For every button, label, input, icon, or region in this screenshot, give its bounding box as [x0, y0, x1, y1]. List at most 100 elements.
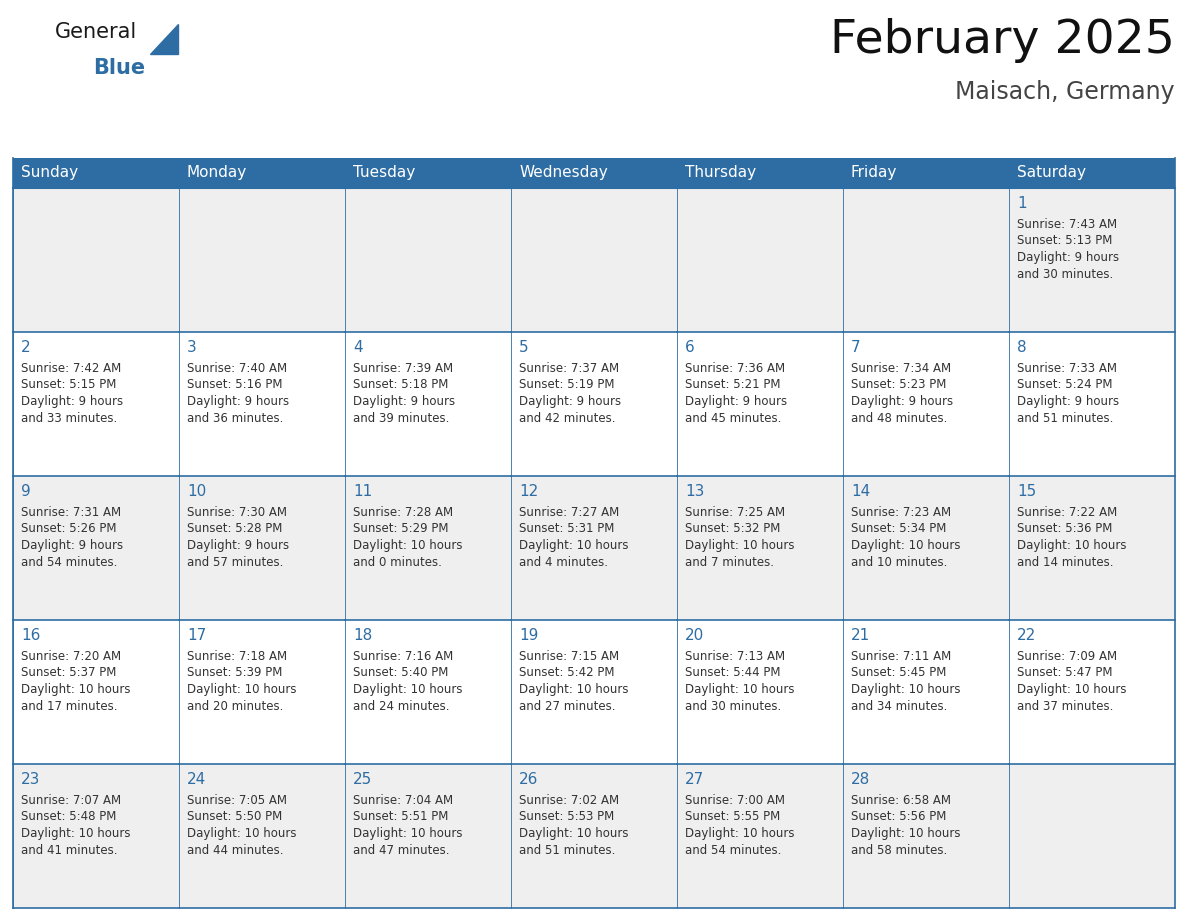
Text: Sunset: 5:32 PM: Sunset: 5:32 PM: [685, 522, 781, 535]
Text: Sunset: 5:34 PM: Sunset: 5:34 PM: [851, 522, 947, 535]
Text: Daylight: 10 hours: Daylight: 10 hours: [353, 827, 462, 840]
Text: and 20 minutes.: and 20 minutes.: [187, 700, 284, 712]
Bar: [1009, 476, 1175, 620]
Text: and 33 minutes.: and 33 minutes.: [21, 411, 118, 424]
Text: 20: 20: [685, 628, 704, 643]
Text: and 44 minutes.: and 44 minutes.: [187, 844, 284, 856]
Text: Sunset: 5:13 PM: Sunset: 5:13 PM: [1017, 234, 1112, 248]
Bar: [13, 620, 179, 764]
Text: and 45 minutes.: and 45 minutes.: [685, 411, 782, 424]
Bar: [179, 158, 345, 188]
Text: 16: 16: [21, 628, 40, 643]
Text: Saturday: Saturday: [1017, 165, 1086, 181]
Text: Sunset: 5:28 PM: Sunset: 5:28 PM: [187, 522, 283, 535]
Bar: [677, 158, 843, 188]
Text: and 37 minutes.: and 37 minutes.: [1017, 700, 1113, 712]
Text: Sunrise: 7:00 AM: Sunrise: 7:00 AM: [685, 794, 785, 807]
Bar: [13, 158, 179, 188]
Bar: [345, 158, 511, 188]
Text: 21: 21: [851, 628, 871, 643]
Text: 5: 5: [519, 340, 529, 355]
Bar: [677, 332, 843, 476]
Text: Sunset: 5:45 PM: Sunset: 5:45 PM: [851, 666, 947, 679]
Text: Daylight: 10 hours: Daylight: 10 hours: [1017, 539, 1126, 552]
Text: 27: 27: [685, 772, 704, 787]
Text: and 57 minutes.: and 57 minutes.: [187, 555, 284, 568]
Text: Daylight: 9 hours: Daylight: 9 hours: [519, 395, 621, 408]
Bar: [511, 620, 677, 764]
Bar: [677, 188, 843, 332]
Text: Sunrise: 7:33 AM: Sunrise: 7:33 AM: [1017, 362, 1117, 375]
Text: Daylight: 10 hours: Daylight: 10 hours: [685, 683, 795, 696]
Text: 1: 1: [1017, 196, 1026, 211]
Text: Sunset: 5:31 PM: Sunset: 5:31 PM: [519, 522, 614, 535]
Text: Sunrise: 7:18 AM: Sunrise: 7:18 AM: [187, 650, 287, 663]
Text: Daylight: 9 hours: Daylight: 9 hours: [1017, 395, 1119, 408]
Text: Sunrise: 7:31 AM: Sunrise: 7:31 AM: [21, 506, 121, 519]
Text: Maisach, Germany: Maisach, Germany: [955, 80, 1175, 104]
Text: Sunset: 5:19 PM: Sunset: 5:19 PM: [519, 378, 614, 391]
Text: Sunrise: 7:34 AM: Sunrise: 7:34 AM: [851, 362, 952, 375]
Text: 9: 9: [21, 484, 31, 499]
Text: Daylight: 9 hours: Daylight: 9 hours: [187, 395, 289, 408]
Text: Sunrise: 7:11 AM: Sunrise: 7:11 AM: [851, 650, 952, 663]
Bar: [179, 764, 345, 908]
Text: Sunrise: 7:04 AM: Sunrise: 7:04 AM: [353, 794, 453, 807]
Text: Daylight: 10 hours: Daylight: 10 hours: [1017, 683, 1126, 696]
Bar: [511, 188, 677, 332]
Text: and 48 minutes.: and 48 minutes.: [851, 411, 947, 424]
Text: Daylight: 10 hours: Daylight: 10 hours: [519, 539, 628, 552]
Text: Daylight: 10 hours: Daylight: 10 hours: [851, 539, 961, 552]
Text: Sunset: 5:56 PM: Sunset: 5:56 PM: [851, 811, 947, 823]
Text: Sunset: 5:36 PM: Sunset: 5:36 PM: [1017, 522, 1112, 535]
Bar: [843, 158, 1009, 188]
Text: Daylight: 10 hours: Daylight: 10 hours: [685, 827, 795, 840]
Text: Tuesday: Tuesday: [353, 165, 416, 181]
Text: Daylight: 9 hours: Daylight: 9 hours: [21, 539, 124, 552]
Text: Daylight: 10 hours: Daylight: 10 hours: [519, 827, 628, 840]
Text: 13: 13: [685, 484, 704, 499]
Text: and 36 minutes.: and 36 minutes.: [187, 411, 284, 424]
Text: Sunrise: 7:25 AM: Sunrise: 7:25 AM: [685, 506, 785, 519]
Bar: [511, 764, 677, 908]
Text: 8: 8: [1017, 340, 1026, 355]
Text: Daylight: 10 hours: Daylight: 10 hours: [353, 683, 462, 696]
Text: Sunset: 5:23 PM: Sunset: 5:23 PM: [851, 378, 947, 391]
Text: and 47 minutes.: and 47 minutes.: [353, 844, 449, 856]
Text: 7: 7: [851, 340, 860, 355]
Text: and 4 minutes.: and 4 minutes.: [519, 555, 608, 568]
Bar: [1009, 188, 1175, 332]
Text: Sunrise: 7:43 AM: Sunrise: 7:43 AM: [1017, 218, 1117, 231]
Text: and 42 minutes.: and 42 minutes.: [519, 411, 615, 424]
Text: Sunset: 5:39 PM: Sunset: 5:39 PM: [187, 666, 283, 679]
Bar: [677, 764, 843, 908]
Text: and 41 minutes.: and 41 minutes.: [21, 844, 118, 856]
Polygon shape: [150, 24, 178, 54]
Text: Sunset: 5:16 PM: Sunset: 5:16 PM: [187, 378, 283, 391]
Text: Daylight: 10 hours: Daylight: 10 hours: [519, 683, 628, 696]
Text: Sunrise: 7:15 AM: Sunrise: 7:15 AM: [519, 650, 619, 663]
Bar: [345, 188, 511, 332]
Text: and 24 minutes.: and 24 minutes.: [353, 700, 449, 712]
Text: 25: 25: [353, 772, 372, 787]
Bar: [1009, 332, 1175, 476]
Bar: [345, 332, 511, 476]
Text: Daylight: 10 hours: Daylight: 10 hours: [187, 683, 297, 696]
Text: 6: 6: [685, 340, 695, 355]
Text: and 51 minutes.: and 51 minutes.: [519, 844, 615, 856]
Text: Daylight: 10 hours: Daylight: 10 hours: [187, 827, 297, 840]
Text: and 30 minutes.: and 30 minutes.: [1017, 267, 1113, 281]
Text: Sunset: 5:47 PM: Sunset: 5:47 PM: [1017, 666, 1112, 679]
Text: Sunrise: 7:13 AM: Sunrise: 7:13 AM: [685, 650, 785, 663]
Text: Sunrise: 7:09 AM: Sunrise: 7:09 AM: [1017, 650, 1117, 663]
Text: 26: 26: [519, 772, 538, 787]
Text: 12: 12: [519, 484, 538, 499]
Text: Sunset: 5:53 PM: Sunset: 5:53 PM: [519, 811, 614, 823]
Text: 28: 28: [851, 772, 871, 787]
Text: and 7 minutes.: and 7 minutes.: [685, 555, 775, 568]
Bar: [13, 764, 179, 908]
Text: and 58 minutes.: and 58 minutes.: [851, 844, 947, 856]
Text: and 54 minutes.: and 54 minutes.: [21, 555, 118, 568]
Text: 23: 23: [21, 772, 40, 787]
Bar: [511, 476, 677, 620]
